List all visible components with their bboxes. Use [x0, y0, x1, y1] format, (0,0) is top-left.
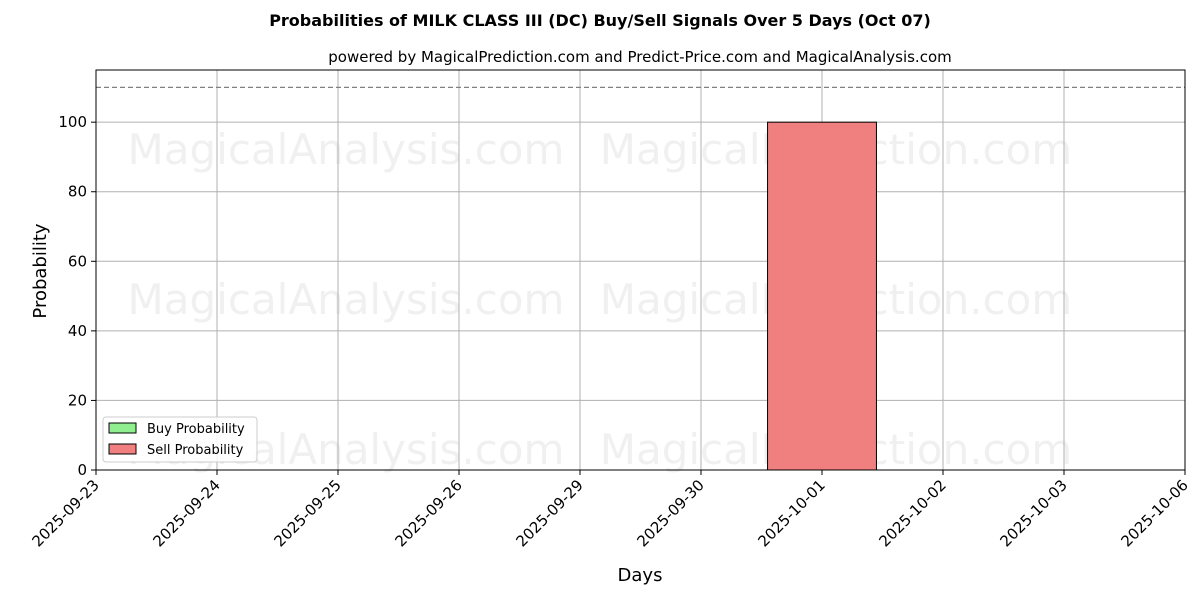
legend-label: Buy Probability	[147, 422, 245, 437]
y-axis-label: Probability	[30, 223, 51, 318]
x-axis-label: Days	[618, 565, 663, 586]
watermark-layer: MagicalAnalysis.comMagicalPrediction.com…	[128, 125, 1073, 474]
x-tick-label: 2025-10-02	[875, 476, 949, 550]
legend-label: Sell Probability	[147, 443, 244, 458]
x-tick-label: 2025-09-24	[149, 476, 223, 550]
x-tick-label: 2025-10-06	[1117, 476, 1191, 550]
x-axis-ticks: 2025-09-23 2025-09-24 2025-09-25 2025-09-26…	[28, 470, 1192, 550]
x-tick-label: 2025-09-29	[512, 476, 586, 550]
chart-subtitle: powered by MagicalPrediction.com and Pre…	[328, 48, 952, 66]
watermark-text: MagicalAnalysis.com	[128, 275, 565, 324]
x-tick-label: 2025-10-01	[754, 476, 828, 550]
bars	[767, 121, 877, 471]
sell-probability-bar	[767, 121, 877, 471]
y-tick-label: 0	[77, 461, 87, 479]
x-tick-label: 2025-09-23	[28, 476, 102, 550]
y-tick-label: 100	[58, 113, 87, 131]
legend-swatch	[108, 422, 137, 434]
plot-frame	[95, 69, 1186, 471]
x-tick-label: 2025-09-26	[391, 476, 465, 550]
legend: Buy Probability Sell Probability	[102, 416, 258, 463]
chart-title: Probabilities of MILK CLASS III (DC) Buy…	[269, 11, 931, 30]
x-tick-label: 2025-09-30	[633, 476, 707, 550]
y-tick-label: 80	[68, 183, 87, 201]
watermark-text: MagicalAnalysis.com	[128, 125, 565, 174]
y-tick-label: 60	[68, 252, 87, 270]
x-tick-label: 2025-10-03	[996, 476, 1070, 550]
y-tick-label: 20	[68, 391, 87, 409]
x-tick-label: 2025-09-25	[270, 476, 344, 550]
y-tick-label: 40	[68, 322, 87, 340]
legend-swatch	[108, 443, 137, 455]
legend-box	[102, 416, 258, 463]
y-axis-ticks: 0 20 40 60 80 100	[58, 113, 96, 479]
